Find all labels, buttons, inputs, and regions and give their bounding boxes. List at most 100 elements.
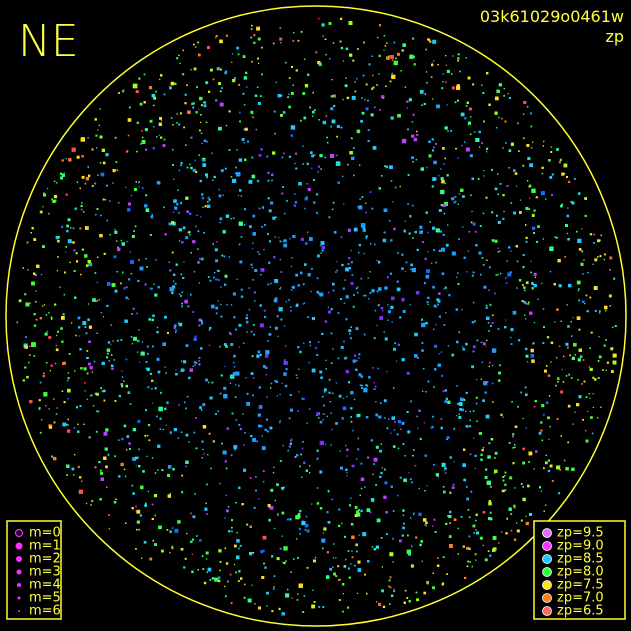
star	[248, 225, 252, 229]
star	[230, 176, 233, 178]
star	[489, 517, 493, 521]
star	[510, 529, 513, 532]
star	[550, 361, 552, 363]
star	[207, 276, 210, 278]
star	[390, 305, 394, 309]
star	[431, 185, 434, 188]
star	[262, 269, 264, 271]
star	[109, 200, 111, 202]
star	[476, 339, 479, 342]
star	[349, 337, 352, 340]
star	[316, 449, 319, 452]
star	[219, 569, 221, 572]
star	[612, 326, 614, 328]
star	[353, 147, 355, 149]
star	[602, 369, 604, 371]
star	[594, 309, 597, 312]
star	[513, 211, 516, 215]
star	[428, 154, 432, 158]
star	[301, 521, 306, 526]
star	[108, 360, 111, 362]
star	[263, 248, 265, 251]
star	[73, 427, 76, 429]
star	[227, 580, 229, 583]
star	[225, 467, 228, 470]
star	[437, 476, 439, 478]
star	[490, 304, 492, 306]
star	[203, 453, 205, 455]
star	[485, 468, 488, 471]
star	[267, 197, 270, 200]
magnitude-label: m=6	[29, 604, 61, 619]
star	[265, 350, 270, 355]
star	[598, 355, 602, 359]
star	[196, 214, 198, 216]
star	[215, 35, 218, 37]
star	[332, 289, 335, 292]
star	[262, 549, 265, 552]
star	[305, 469, 308, 472]
star	[329, 58, 331, 60]
star	[295, 69, 298, 72]
star	[198, 154, 201, 156]
star	[541, 172, 544, 175]
star	[478, 432, 482, 435]
star	[348, 576, 351, 579]
star	[476, 420, 478, 422]
star	[165, 372, 167, 374]
star	[340, 46, 344, 50]
star	[267, 179, 270, 182]
star	[256, 26, 260, 31]
star	[330, 412, 332, 414]
star	[65, 193, 68, 196]
star	[192, 106, 195, 109]
star	[359, 384, 362, 387]
star	[465, 105, 468, 107]
star	[188, 441, 190, 443]
star	[206, 513, 208, 515]
star	[171, 527, 174, 529]
star	[260, 550, 264, 554]
star	[514, 487, 516, 489]
star	[482, 544, 484, 547]
star	[327, 489, 330, 492]
star	[103, 252, 106, 255]
star	[239, 120, 241, 123]
star	[325, 359, 327, 361]
star	[270, 387, 272, 389]
horizon-circle	[5, 5, 627, 627]
star	[212, 179, 214, 181]
star	[282, 488, 284, 491]
star	[580, 262, 584, 266]
star	[272, 472, 275, 474]
star	[302, 611, 305, 613]
star	[472, 350, 475, 353]
star	[585, 430, 587, 432]
star	[531, 188, 536, 193]
star	[290, 265, 293, 268]
star	[347, 163, 349, 166]
star	[316, 193, 319, 196]
star	[274, 236, 276, 238]
star	[337, 565, 340, 568]
star	[178, 404, 180, 406]
star	[73, 474, 75, 476]
star	[313, 559, 316, 563]
star	[302, 163, 304, 165]
star	[535, 450, 538, 453]
star	[482, 447, 485, 449]
star	[434, 531, 437, 533]
star	[494, 239, 498, 243]
star	[321, 538, 326, 543]
star	[504, 489, 507, 491]
star	[276, 315, 279, 318]
star	[347, 228, 351, 232]
star	[111, 283, 116, 287]
star	[250, 110, 254, 114]
star	[445, 312, 447, 314]
star	[261, 435, 263, 437]
star	[87, 318, 90, 321]
star	[290, 571, 292, 573]
star	[195, 447, 198, 450]
star	[463, 448, 466, 451]
